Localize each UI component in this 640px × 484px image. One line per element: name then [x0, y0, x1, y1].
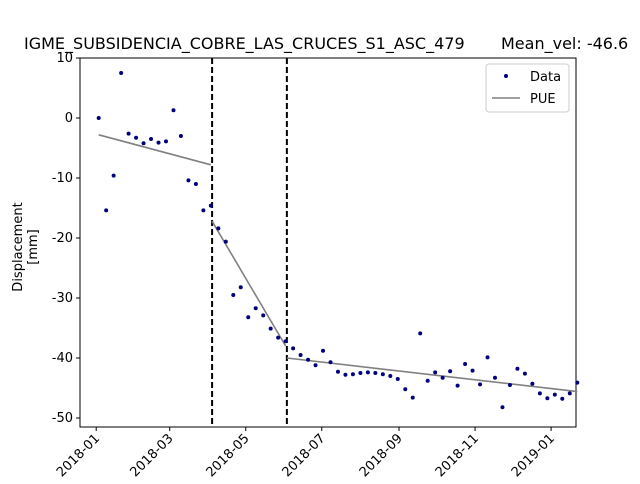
data-point — [178, 134, 183, 138]
data-point — [545, 396, 550, 401]
y-tick-label: 0 — [65, 111, 73, 126]
data-point — [126, 131, 131, 136]
data-point — [276, 335, 281, 340]
data-point — [448, 369, 453, 374]
data-point — [350, 372, 355, 377]
y-tick-label: -40 — [52, 351, 73, 366]
data-point — [507, 383, 512, 387]
data-point — [500, 405, 505, 410]
data-point — [193, 182, 198, 186]
data-point — [119, 71, 124, 75]
pue-segment — [211, 220, 287, 347]
data-point — [515, 366, 520, 371]
data-point — [171, 108, 176, 113]
data-point — [440, 375, 445, 380]
x-tick-label: 2018-05 — [204, 431, 253, 480]
data-point — [253, 306, 258, 311]
pue-segment — [98, 134, 212, 166]
data-point — [186, 178, 191, 183]
data-point — [388, 374, 393, 378]
data-point — [560, 396, 565, 401]
y-tick-label: -20 — [52, 231, 73, 246]
plot-frame — [79, 57, 577, 428]
pue-segment — [286, 357, 578, 393]
data-point — [567, 391, 572, 396]
data-point — [537, 391, 542, 396]
x-tick-label: 2018-11 — [433, 431, 482, 480]
data-point — [403, 387, 408, 392]
y-tick-label: -50 — [52, 411, 73, 426]
data-point — [313, 363, 318, 368]
legend-data-label: Data — [530, 70, 561, 85]
data-point — [163, 139, 168, 144]
data-point — [208, 203, 213, 208]
plot-marks: 10 0 -10 -20 -30 -40 -50 2018-01 2018-03 2018-05 2… — [52, 51, 580, 480]
data-point — [201, 208, 206, 213]
legend-data-marker — [504, 74, 508, 78]
data-point — [410, 395, 415, 400]
data-point — [321, 348, 326, 353]
data-point — [306, 357, 311, 362]
chart-title: IGME_SUBSIDENCIA_COBRE_LAS_CRUCES_S1_ASC… — [24, 34, 465, 53]
data-point — [358, 371, 363, 375]
data-point — [455, 383, 460, 388]
data-point — [418, 331, 423, 336]
data-point — [246, 315, 251, 320]
y-tick-label: 10 — [56, 51, 73, 66]
data-point — [283, 339, 288, 344]
data-point — [343, 372, 348, 377]
y-axis-label: Displacement [mm] — [11, 202, 41, 292]
data-point — [141, 141, 146, 146]
data-point — [492, 375, 497, 380]
y-tick-label: -10 — [52, 171, 73, 186]
data-point — [216, 226, 221, 231]
y-tick-label: -30 — [52, 291, 73, 306]
data-point — [231, 293, 236, 297]
data-point — [470, 368, 475, 373]
data-point — [478, 382, 483, 387]
data-point — [395, 377, 400, 381]
data-point — [380, 372, 385, 377]
data-point — [298, 353, 303, 357]
data-point — [238, 285, 243, 290]
data-point — [365, 370, 370, 375]
x-tick-label: 2018-07 — [280, 431, 329, 480]
data-point — [111, 173, 116, 178]
data-point — [530, 381, 535, 386]
data-point — [291, 346, 296, 351]
data-point — [261, 313, 266, 318]
data-point — [149, 137, 154, 141]
data-point — [156, 140, 161, 145]
data-point — [96, 116, 101, 120]
x-tick-label: 2018-01 — [54, 431, 103, 480]
data-point — [522, 371, 527, 376]
data-point — [268, 326, 273, 331]
data-point — [463, 362, 468, 366]
data-point — [328, 360, 333, 365]
legend: Data PUE — [485, 63, 570, 113]
x-tick-label: 2018-03 — [128, 431, 177, 480]
data-point — [134, 135, 139, 140]
data-point — [485, 355, 490, 360]
x-tick-label: 2019-01 — [509, 431, 558, 480]
legend-pue-label: PUE — [530, 92, 556, 107]
data-point — [223, 239, 228, 244]
mean-velocity-annotation: Mean_vel: -46.6 — [501, 34, 629, 53]
data-point — [425, 378, 430, 383]
data-point — [373, 371, 378, 375]
data-point — [104, 208, 109, 213]
data-point — [335, 369, 340, 374]
x-tick-label: 2018-09 — [357, 431, 406, 480]
data-point — [433, 370, 438, 375]
data-point — [552, 392, 557, 397]
data-point — [575, 380, 580, 385]
